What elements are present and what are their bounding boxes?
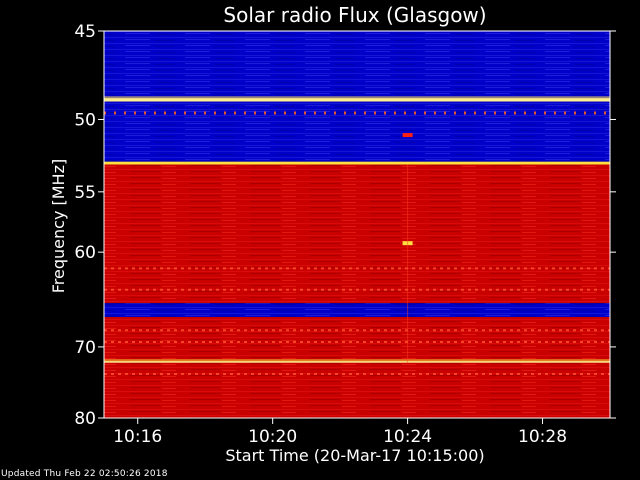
x-tick-label-0: 10:16 (113, 427, 162, 447)
chart-title: Solar radio Flux (Glasgow) (223, 3, 486, 27)
x-axis: 10:16 10:20 10:24 10:28 (113, 418, 567, 447)
x-axis-label: Start Time (20-Mar-17 10:15:00) (225, 446, 484, 465)
burst-event-1 (402, 133, 413, 138)
x-tick-label-1: 10:20 (248, 427, 297, 447)
frequency-band-0 (104, 31, 610, 99)
frequency-band-3 (104, 161, 610, 165)
y-tick-label-5: 80 (74, 409, 96, 429)
frequency-band-glow-7 (104, 359, 610, 366)
x-tick-label-2: 10:24 (383, 427, 432, 447)
y-tick-label-0: 45 (74, 22, 96, 42)
y-tick-label-4: 70 (74, 338, 96, 358)
frequency-band-5 (104, 303, 610, 317)
plot-frame (103, 30, 611, 419)
spectrogram-plot-area (103, 30, 611, 419)
frequency-band-glow-1 (104, 96, 610, 104)
frequency-band-4 (104, 164, 610, 304)
frequency-band-6 (104, 316, 610, 362)
y-tick-label-1: 50 (74, 110, 96, 130)
frequency-band-8 (104, 362, 610, 418)
y-tick-label-2: 55 (74, 183, 96, 203)
y-axis: 45 50 55 60 70 80 (74, 22, 616, 429)
y-axis-label: Frequency [MHz] (49, 159, 68, 293)
frequency-band-2 (104, 101, 610, 162)
y-tick-label-3: 60 (74, 243, 96, 263)
x-tick-label-3: 10:28 (518, 427, 567, 447)
updated-timestamp: Updated Thu Feb 22 02:50:26 2018 (1, 469, 168, 479)
